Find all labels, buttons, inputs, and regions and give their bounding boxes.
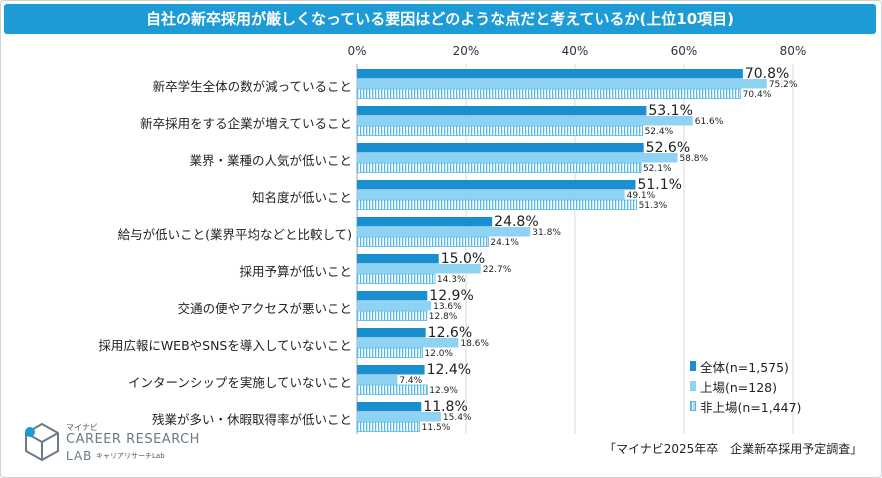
legend-swatch-unlisted xyxy=(690,401,696,411)
series-listed-bar xyxy=(357,264,481,274)
legend-swatch-all xyxy=(690,361,696,371)
series-all-value-label: 11.8% xyxy=(423,399,467,415)
series-unlisted-value-label: 24.1% xyxy=(490,238,519,248)
series-listed-bar xyxy=(357,412,441,422)
series-listed-bar xyxy=(357,153,678,163)
series-listed-value-label: 61.6% xyxy=(695,117,724,127)
series-all-value-label: 53.1% xyxy=(648,103,692,119)
legend-label-unlisted: 非上場(n=1,447) xyxy=(700,399,802,415)
series-listed-bar xyxy=(357,116,693,126)
series-unlisted-value-label: 11.5% xyxy=(422,423,451,433)
series-unlisted-bar xyxy=(356,162,642,173)
series-all-value-label: 12.4% xyxy=(427,362,471,378)
category-label: インターンシップを実施していないこと xyxy=(127,375,352,390)
x-tick-label: 80% xyxy=(779,44,807,58)
x-tick-label: 40% xyxy=(561,44,589,58)
category-label: 採用広報にWEBやSNSを導入していないこと xyxy=(98,338,352,353)
category-label: 知名度が低いこと xyxy=(251,190,352,205)
series-all-bar xyxy=(357,69,743,79)
series-unlisted-value-label: 52.4% xyxy=(645,127,674,137)
series-all-value-label: 12.6% xyxy=(428,325,472,341)
series-listed-value-label: 22.7% xyxy=(483,265,512,275)
series-all-value-label: 24.8% xyxy=(494,214,538,230)
x-tick-label: 0% xyxy=(347,44,367,58)
series-unlisted-bar xyxy=(356,199,637,210)
series-unlisted-value-label: 14.3% xyxy=(437,275,466,285)
series-unlisted-bar xyxy=(356,273,436,284)
series-all-value-label: 51.1% xyxy=(637,177,681,193)
series-all-value-label: 52.6% xyxy=(646,140,690,156)
series-all-bar xyxy=(357,328,426,338)
category-label: 業界・業種の人気が低いこと xyxy=(189,153,352,168)
series-all-bar xyxy=(357,365,425,375)
logo-cube-icon xyxy=(25,422,59,462)
series-unlisted-bar xyxy=(356,421,421,432)
x-tick-label: 20% xyxy=(452,44,480,58)
series-unlisted-value-label: 70.4% xyxy=(743,90,772,100)
category-label: 新卒採用をする企業が増えていること xyxy=(140,116,352,131)
series-listed-value-label: 13.6% xyxy=(433,302,462,312)
series-all-value-label: 12.9% xyxy=(429,288,473,304)
x-tick-label: 60% xyxy=(670,44,698,58)
series-unlisted-bar xyxy=(356,310,428,321)
series-listed-value-label: 7.4% xyxy=(399,376,422,386)
series-all-bar xyxy=(357,143,644,153)
series-all-bar xyxy=(357,217,493,227)
series-listed-value-label: 31.8% xyxy=(532,228,561,238)
category-label: 残業が多い・休暇取得率が低いこと xyxy=(151,412,352,427)
series-listed-bar xyxy=(357,190,625,200)
logo: マイナビ CAREER RESEARCH LAB キャリアリサーチLab xyxy=(20,420,220,470)
series-all-value-label: 70.8% xyxy=(745,66,789,82)
series-listed-bar xyxy=(357,375,398,385)
category-label: 採用予算が低いこと xyxy=(239,264,352,279)
legend-label-all: 全体(n=1,575) xyxy=(700,359,789,375)
series-all-bar xyxy=(357,106,647,116)
chart-title: 自社の新卒採用が厳しくなっている要因はどのような点だと考えているか(上位10項目… xyxy=(4,4,876,34)
series-listed-value-label: 58.8% xyxy=(679,154,708,164)
logo-lab-text: LAB xyxy=(66,449,93,463)
series-unlisted-value-label: 12.8% xyxy=(429,312,458,322)
series-unlisted-bar xyxy=(356,236,489,247)
legend-swatch-listed xyxy=(690,381,696,391)
category-label: 交通の便やアクセスが悪いこと xyxy=(177,301,352,316)
logo-jp-text: キャリアリサーチLab xyxy=(96,452,165,460)
series-listed-bar xyxy=(357,79,767,89)
series-all-bar xyxy=(357,402,422,412)
series-listed-value-label: 18.6% xyxy=(460,339,489,349)
category-label: 新卒学生全体の数が減っていること xyxy=(152,79,352,94)
legend-item-listed: 上場(n=128) xyxy=(690,376,801,396)
series-all-value-label: 15.0% xyxy=(441,251,485,267)
category-label: 給与が低いこと(業界平均などと比較して) xyxy=(117,227,352,242)
series-listed-bar xyxy=(357,338,459,348)
series-unlisted-value-label: 12.0% xyxy=(424,349,453,359)
legend-label-listed: 上場(n=128) xyxy=(700,379,778,395)
logo-small-text: マイナビ xyxy=(66,423,98,432)
series-listed-bar xyxy=(357,227,531,237)
series-all-bar xyxy=(357,254,439,264)
series-unlisted-value-label: 52.1% xyxy=(643,164,672,174)
logo-main-text: CAREER RESEARCH xyxy=(66,432,200,447)
series-unlisted-bar xyxy=(356,88,742,99)
legend-item-unlisted: 非上場(n=1,447) xyxy=(690,396,801,416)
series-listed-value-label: 49.1% xyxy=(627,191,656,201)
legend-item-all: 全体(n=1,575) xyxy=(690,356,801,376)
series-listed-value-label: 15.4% xyxy=(443,413,472,423)
series-unlisted-value-label: 12.9% xyxy=(429,386,458,396)
series-unlisted-bar xyxy=(356,347,423,358)
legend: 全体(n=1,575) 上場(n=128) 非上場(n=1,447) xyxy=(690,356,801,416)
series-listed-value-label: 75.2% xyxy=(769,80,798,90)
series-all-bar xyxy=(357,180,636,190)
series-unlisted-value-label: 51.3% xyxy=(639,201,668,211)
series-listed-bar xyxy=(357,301,432,311)
source-note: 「マイナビ2025年卒 企業新卒採用予定調査」 xyxy=(604,442,863,456)
series-unlisted-bar xyxy=(356,125,643,136)
series-unlisted-bar xyxy=(356,384,428,395)
series-all-bar xyxy=(357,291,428,301)
